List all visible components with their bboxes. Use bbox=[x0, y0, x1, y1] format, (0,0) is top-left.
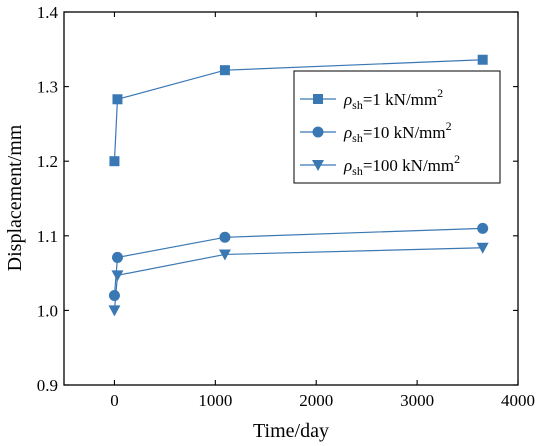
x-axis-title: Time/day bbox=[253, 420, 329, 442]
y-tick-label-5: 1.4 bbox=[37, 3, 59, 22]
y-tick-label-0: 0.9 bbox=[37, 376, 58, 395]
x-tick-label-4: 4000 bbox=[501, 391, 535, 410]
series-2-point-1 bbox=[111, 270, 124, 282]
y-tick-label-2: 1.1 bbox=[37, 227, 58, 246]
series-0-point-1 bbox=[112, 94, 123, 105]
series-2-point-3 bbox=[476, 242, 489, 254]
legend-label-2: ρsh=100 kN/mm2 bbox=[343, 152, 460, 178]
series-layer bbox=[108, 54, 489, 317]
y-axis-title: Displacement/mm bbox=[4, 124, 26, 271]
legend-marker-0 bbox=[313, 94, 323, 104]
series-line-0 bbox=[113, 59, 483, 162]
series-0-point-2 bbox=[219, 65, 230, 76]
series-1-point-1 bbox=[111, 251, 123, 263]
legend: ρsh=1 kN/mm2 ρsh=10 kN/mm2 ρsh=100 kN/mm2 bbox=[293, 70, 501, 184]
legend-marker-1 bbox=[312, 126, 324, 138]
series-2-point-0 bbox=[108, 305, 121, 317]
series-0-point-0 bbox=[109, 156, 120, 167]
series-1-point-0 bbox=[108, 289, 120, 301]
legend-label-1: ρsh=10 kN/mm2 bbox=[343, 119, 452, 145]
series-0-point-3 bbox=[477, 54, 488, 65]
y-tick-label-1: 1.0 bbox=[37, 301, 58, 320]
y-tick-label-3: 1.2 bbox=[37, 152, 58, 171]
legend-marker-2 bbox=[312, 160, 324, 171]
x-tick-label-3: 3000 bbox=[400, 391, 434, 410]
ticks-layer: 0 1000 2000 3000 4000 0.9 1.0 1.1 1.2 1.3 1.4 bbox=[37, 3, 535, 410]
series-line-2 bbox=[113, 247, 483, 311]
x-tick-label-1: 1000 bbox=[198, 391, 232, 410]
y-tick-label-4: 1.3 bbox=[37, 78, 58, 97]
series-1-point-2 bbox=[219, 231, 231, 243]
legend-label-0: ρsh=1 kN/mm2 bbox=[343, 86, 443, 112]
series-2-point-2 bbox=[218, 249, 231, 261]
series-1-point-3 bbox=[477, 222, 489, 234]
x-tick-label-2: 2000 bbox=[299, 391, 333, 410]
series-line-1 bbox=[113, 227, 483, 296]
x-tick-label-0: 0 bbox=[110, 391, 119, 410]
legend-box bbox=[293, 70, 501, 184]
plot-frame bbox=[63, 11, 519, 386]
